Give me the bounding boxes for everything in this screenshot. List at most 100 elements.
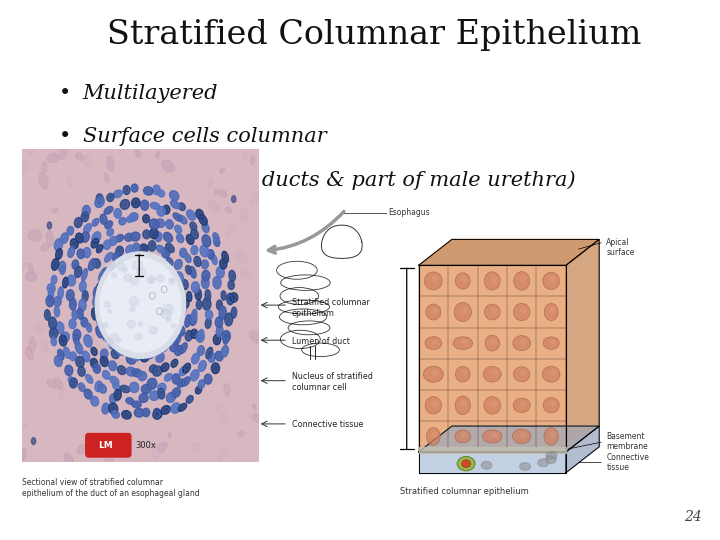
Ellipse shape bbox=[132, 369, 141, 377]
Ellipse shape bbox=[180, 343, 187, 354]
Ellipse shape bbox=[213, 233, 220, 242]
Ellipse shape bbox=[172, 374, 180, 384]
Ellipse shape bbox=[72, 260, 78, 269]
Ellipse shape bbox=[113, 383, 120, 390]
Ellipse shape bbox=[217, 447, 228, 462]
Ellipse shape bbox=[93, 363, 100, 373]
Ellipse shape bbox=[212, 363, 220, 374]
Ellipse shape bbox=[175, 272, 184, 284]
Ellipse shape bbox=[181, 377, 190, 386]
Ellipse shape bbox=[251, 156, 255, 165]
Ellipse shape bbox=[171, 359, 178, 367]
Ellipse shape bbox=[54, 296, 61, 306]
Ellipse shape bbox=[220, 167, 225, 173]
Ellipse shape bbox=[104, 173, 109, 182]
Ellipse shape bbox=[47, 379, 57, 388]
Ellipse shape bbox=[485, 335, 500, 351]
Ellipse shape bbox=[183, 299, 189, 308]
Ellipse shape bbox=[110, 376, 119, 385]
Ellipse shape bbox=[166, 318, 171, 322]
Ellipse shape bbox=[216, 267, 225, 278]
Ellipse shape bbox=[461, 306, 468, 314]
Ellipse shape bbox=[191, 246, 198, 254]
Ellipse shape bbox=[132, 401, 141, 408]
Ellipse shape bbox=[163, 232, 173, 242]
Ellipse shape bbox=[219, 190, 227, 197]
Ellipse shape bbox=[100, 258, 181, 352]
Ellipse shape bbox=[114, 389, 121, 400]
Ellipse shape bbox=[109, 361, 117, 370]
Ellipse shape bbox=[120, 386, 130, 393]
Ellipse shape bbox=[28, 145, 35, 156]
Ellipse shape bbox=[69, 319, 76, 329]
Ellipse shape bbox=[432, 400, 438, 407]
Ellipse shape bbox=[143, 230, 150, 239]
Ellipse shape bbox=[55, 377, 63, 389]
Ellipse shape bbox=[143, 187, 153, 195]
Ellipse shape bbox=[60, 266, 66, 274]
Ellipse shape bbox=[153, 410, 162, 419]
Ellipse shape bbox=[185, 253, 191, 262]
Ellipse shape bbox=[166, 220, 174, 229]
Ellipse shape bbox=[197, 331, 204, 342]
Ellipse shape bbox=[162, 248, 170, 258]
Ellipse shape bbox=[48, 288, 54, 299]
Ellipse shape bbox=[55, 248, 63, 259]
Ellipse shape bbox=[520, 463, 531, 470]
Ellipse shape bbox=[186, 292, 192, 302]
Ellipse shape bbox=[225, 207, 232, 213]
Text: Esophagus: Esophagus bbox=[388, 208, 430, 217]
Ellipse shape bbox=[163, 205, 170, 214]
Ellipse shape bbox=[520, 307, 526, 314]
Ellipse shape bbox=[456, 367, 470, 382]
Ellipse shape bbox=[117, 346, 125, 355]
Ellipse shape bbox=[238, 431, 244, 437]
Ellipse shape bbox=[92, 232, 101, 242]
Ellipse shape bbox=[111, 273, 117, 278]
Ellipse shape bbox=[126, 367, 136, 376]
Ellipse shape bbox=[513, 303, 530, 321]
Ellipse shape bbox=[26, 272, 37, 281]
Ellipse shape bbox=[250, 330, 261, 343]
Ellipse shape bbox=[99, 271, 106, 282]
Ellipse shape bbox=[98, 384, 107, 393]
Ellipse shape bbox=[112, 253, 120, 263]
Ellipse shape bbox=[163, 305, 173, 314]
Ellipse shape bbox=[179, 203, 185, 211]
Ellipse shape bbox=[70, 378, 77, 388]
Ellipse shape bbox=[171, 200, 180, 209]
Ellipse shape bbox=[141, 384, 151, 394]
Ellipse shape bbox=[549, 369, 557, 376]
Ellipse shape bbox=[520, 401, 527, 407]
Ellipse shape bbox=[35, 323, 46, 332]
Ellipse shape bbox=[426, 396, 441, 414]
Ellipse shape bbox=[195, 386, 202, 394]
Ellipse shape bbox=[155, 232, 162, 241]
Ellipse shape bbox=[149, 327, 157, 334]
Ellipse shape bbox=[58, 287, 63, 299]
Text: Stratified columnar epithelium: Stratified columnar epithelium bbox=[400, 487, 528, 496]
Ellipse shape bbox=[53, 208, 58, 213]
Ellipse shape bbox=[63, 277, 68, 288]
Ellipse shape bbox=[65, 365, 73, 376]
Ellipse shape bbox=[190, 222, 197, 231]
Ellipse shape bbox=[199, 361, 206, 372]
Ellipse shape bbox=[153, 443, 161, 460]
Ellipse shape bbox=[68, 247, 75, 258]
Ellipse shape bbox=[455, 396, 470, 415]
Ellipse shape bbox=[186, 210, 195, 220]
Ellipse shape bbox=[215, 317, 222, 328]
Ellipse shape bbox=[83, 247, 91, 258]
Ellipse shape bbox=[96, 282, 102, 295]
Ellipse shape bbox=[164, 374, 172, 381]
Ellipse shape bbox=[82, 351, 90, 362]
Ellipse shape bbox=[150, 228, 158, 239]
Ellipse shape bbox=[32, 437, 36, 444]
Ellipse shape bbox=[153, 366, 162, 376]
Ellipse shape bbox=[462, 433, 467, 438]
Ellipse shape bbox=[198, 380, 204, 388]
Ellipse shape bbox=[130, 382, 139, 393]
Ellipse shape bbox=[490, 369, 498, 376]
Ellipse shape bbox=[51, 337, 56, 346]
Ellipse shape bbox=[252, 414, 261, 422]
